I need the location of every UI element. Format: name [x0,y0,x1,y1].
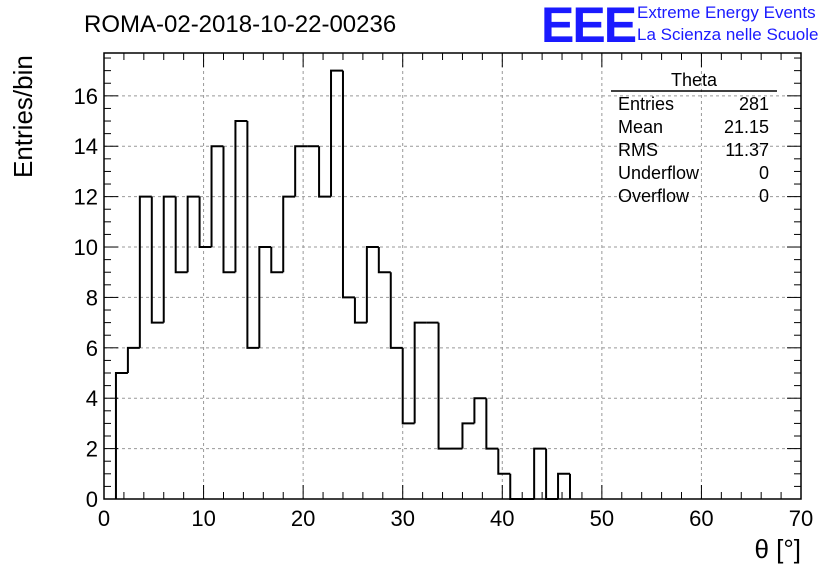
histogram-bin [461,422,475,449]
stats-mean-value: 21.15 [724,117,769,137]
x-axis-label: θ [°] [754,534,801,564]
x-tick-label: 0 [98,506,110,531]
y-tick-label: 8 [86,285,98,310]
y-tick-label: 12 [74,185,98,210]
histogram-bin [509,473,523,500]
histogram-bin [545,448,559,500]
x-tick-labels: 0 10 20 30 40 50 60 70 [98,506,813,531]
histogram-bin [401,347,415,425]
histogram-bin [174,196,188,274]
stats-overflow-label: Overflow [618,186,690,206]
histogram-bin [497,448,511,475]
histogram-bin [413,321,427,424]
histogram-bin [270,247,284,274]
y-axis-label: Entries/bin [8,55,38,178]
y-tick-label: 6 [86,336,98,361]
x-tick-label: 40 [490,506,514,531]
histogram-bin [198,196,212,249]
histogram-bin [365,246,379,323]
histogram-bin [473,397,487,424]
x-tick-label: 60 [689,506,713,531]
histogram-bin [389,272,403,349]
y-tick-label: 14 [74,134,98,159]
stats-overflow-value: 0 [759,186,769,206]
stats-box-title: Theta [671,70,718,90]
histogram-bin [162,195,176,323]
y-tick-labels: 0 2 4 6 8 10 12 14 16 [74,84,98,512]
histogram-bin [437,322,451,450]
y-tick-label: 2 [86,437,98,462]
stats-mean-label: Mean [618,117,663,137]
logo-line1: Extreme Energy Events [637,3,816,22]
stats-box: Theta Entries 281 Mean 21.15 RMS 11.37 U… [611,70,777,206]
stats-entries-label: Entries [618,94,674,114]
histogram-bin [186,195,200,273]
eee-logo: EEE Extreme Energy Events La Scienza nel… [541,0,818,53]
histogram-bin [150,196,164,324]
histogram-bin [246,121,260,349]
histogram-bin [126,346,140,374]
histogram-bin [341,70,355,299]
x-tick-label: 30 [390,506,414,531]
y-tick-label: 10 [74,235,98,260]
histogram-bin [318,146,332,198]
y-tick-label: 4 [86,386,98,411]
stats-underflow-label: Underflow [618,163,700,183]
histogram-bin [234,120,248,273]
histogram-bin [557,472,570,499]
stats-rms-label: RMS [618,140,658,160]
histogram-bin [138,195,152,348]
histogram-bin [485,398,499,450]
histogram-bin [210,145,224,248]
chart-title: ROMA-02-2018-10-22-00236 [84,11,396,38]
histogram-bin [282,195,296,273]
histogram-bin [114,372,128,499]
y-tick-label: 0 [86,487,98,512]
plot-frame [103,52,802,500]
histogram-bin [330,69,343,197]
axis-ticks [103,53,802,500]
stats-rms-value: 11.37 [725,140,769,160]
x-tick-label: 10 [191,506,215,531]
x-tick-label: 70 [789,506,813,531]
logo-mark: EEE [541,0,636,53]
histogram-bars [114,69,571,500]
histogram-bin [222,146,236,274]
x-tick-label: 20 [291,506,315,531]
histogram-bin [353,297,367,324]
y-tick-label: 16 [74,84,98,109]
stats-underflow-value: 0 [759,163,769,183]
x-tick-label: 50 [590,506,614,531]
histogram-bin [377,247,391,274]
histogram-bin [258,246,272,348]
grid-lines [104,53,801,499]
stats-entries-value: 281 [739,94,769,114]
histogram-bin [533,447,547,499]
logo-line2: La Scienza nelle Scuole [637,25,818,44]
histogram-bin [294,145,308,197]
